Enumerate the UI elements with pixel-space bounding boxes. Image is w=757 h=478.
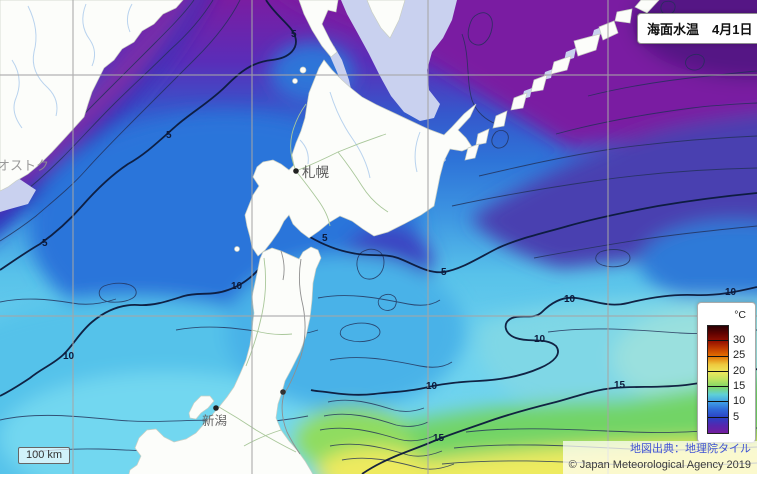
legend-segment-line: [708, 356, 728, 357]
legend-tick-20: 20: [733, 365, 746, 377]
city-label-sapporo: 札幌: [302, 165, 329, 180]
legend-segment-line: [708, 401, 728, 402]
temperature-legend-panel: °C 30 25 20 15 10 5: [697, 302, 756, 443]
contour-label-10: 10: [564, 294, 576, 305]
city-dot-niigata: [213, 405, 219, 411]
city-dot-sendai: [280, 389, 286, 395]
attribution-control: 地図出典：地理院タイル © Japan Meteorological Agenc…: [562, 441, 757, 476]
contour-label-15: 15: [433, 433, 445, 444]
contour-label-10: 10: [231, 281, 243, 292]
landmass-honshu: [128, 246, 322, 474]
sst-date-title-box: 海面水温 4月1日: [637, 13, 757, 44]
city-label-niigata: 新潟: [202, 413, 227, 428]
scale-bar-label: 100 km: [26, 449, 63, 461]
attribution-copyright: © Japan Meteorological Agency 2019: [568, 458, 751, 471]
contour-label-5: 5: [166, 130, 172, 141]
legend-tick-10: 10: [733, 395, 746, 407]
island-sado: [188, 395, 215, 420]
landmass-sakhalin: [298, 0, 339, 58]
landmass-siberia: [0, 0, 184, 192]
contour-label-5: 5: [322, 233, 328, 244]
ice-inner-island: [366, 0, 406, 39]
contour-label-10: 10: [725, 287, 737, 298]
railway: [280, 250, 306, 455]
map-bottom-margin: [0, 474, 757, 478]
legend-tick-30: 30: [733, 334, 746, 346]
legend-segment-line: [708, 371, 728, 372]
scale-bar-control: 100 km: [18, 447, 71, 464]
contour-label-5: 5: [42, 238, 48, 249]
contour-label-10: 10: [534, 334, 546, 345]
landmasses: [0, 0, 660, 474]
landmass-hokkaido: [244, 59, 477, 257]
legend-tick-25: 25: [733, 349, 746, 361]
legend-unit-label: °C: [734, 309, 746, 321]
contour-label-10: 10: [426, 381, 438, 392]
legend-colorbar: [707, 325, 729, 434]
contour-label-5: 5: [441, 267, 447, 278]
contour-label-10: 10: [63, 351, 75, 362]
kuril-islands: [464, 0, 660, 161]
legend-segment-line: [708, 340, 728, 341]
sst-date-title: 海面水温 4月1日: [647, 22, 753, 37]
legend-segment-line: [708, 417, 728, 418]
contour-label-5: 5: [291, 29, 297, 40]
legend-segment-line: [708, 386, 728, 387]
contour-label-15: 15: [614, 380, 626, 391]
attribution-map-source-link[interactable]: 地図出典：地理院タイル: [630, 443, 751, 455]
legend-tick-5: 5: [733, 411, 740, 423]
rivers: [11, 3, 421, 179]
city-dot-sapporo: [293, 168, 299, 174]
legend-tick-15: 15: [733, 380, 746, 392]
city-markers: [213, 168, 299, 411]
city-label-vladivostok: ジオストク: [0, 158, 49, 173]
contour-value-labels: 5 5 5 5 5 10 10 10 10 10 10 15 15: [42, 29, 737, 444]
